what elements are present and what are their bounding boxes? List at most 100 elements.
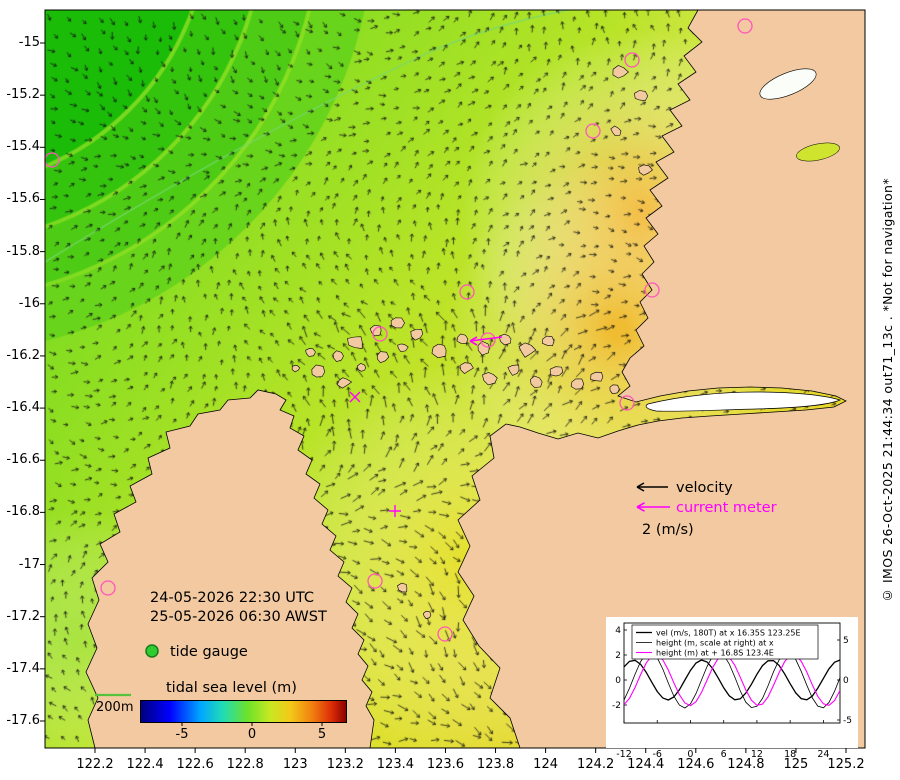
current-meter-circle bbox=[585, 123, 601, 139]
watermark: © IMOS 26-Oct-2025 21:44:34 out71_13c . … bbox=[874, 0, 900, 780]
x-tick-label: 124.8 bbox=[727, 757, 765, 772]
island bbox=[518, 342, 537, 358]
inset-left-tick-label: 2 bbox=[615, 651, 621, 661]
island bbox=[397, 582, 408, 593]
island bbox=[356, 362, 367, 372]
inset-right-tick-label: -5 bbox=[843, 716, 852, 726]
inset-left-tick-label: -2 bbox=[612, 701, 621, 711]
island bbox=[541, 335, 555, 347]
colorbar-tick-label: -5 bbox=[175, 727, 189, 742]
current-meter-circle bbox=[737, 18, 753, 34]
inset-x-tick-label: -6 bbox=[652, 749, 662, 760]
y-tick-label: -16.4 bbox=[6, 400, 40, 416]
x-tick-label: 122.6 bbox=[176, 757, 214, 772]
current-meter-circle bbox=[437, 626, 453, 642]
current-meter-circle bbox=[624, 52, 640, 68]
island bbox=[459, 362, 474, 374]
velocity-legend-arrow bbox=[636, 482, 668, 492]
y-axis-labels: -15 -15.2 -15.4 -15.6 -15.8 -16 -16.2 -16.4 -16.… bbox=[0, 0, 45, 780]
x-tick-label: 125.2 bbox=[827, 757, 865, 772]
x-tick-label: 122.8 bbox=[226, 757, 264, 772]
current-meter-circle bbox=[44, 152, 60, 168]
island bbox=[634, 90, 649, 101]
inset-x-tick-label: 24 bbox=[817, 749, 830, 760]
inset-x-tick-label: 0 bbox=[687, 749, 694, 760]
island bbox=[477, 341, 490, 356]
island bbox=[305, 348, 316, 357]
x-tick-label: 123.8 bbox=[476, 757, 515, 772]
inset-right-tick-label: 5 bbox=[843, 636, 849, 646]
island bbox=[529, 375, 543, 388]
island bbox=[498, 333, 512, 346]
island bbox=[570, 378, 585, 390]
island bbox=[590, 371, 604, 382]
inset-left-tick-label: 4 bbox=[615, 626, 621, 636]
watermark-text: © IMOS 26-Oct-2025 21:44:34 out71_13c . … bbox=[879, 177, 895, 603]
x-tick-label: 122.2 bbox=[76, 757, 114, 772]
y-tick-label: -16.6 bbox=[6, 452, 40, 468]
timestamp-awst: 25-05-2026 06:30 AWST bbox=[150, 609, 327, 625]
colorbar bbox=[140, 700, 347, 723]
colorbar-tick-label: 0 bbox=[247, 727, 257, 742]
inset-timeseries-chart: 4 2 0 -2 5 0 -5 vel (m/s, 180T) at x 16.35S 123… bbox=[606, 617, 858, 748]
x-tick-label: 123.6 bbox=[426, 757, 465, 772]
current-meter-legend-label: current meter bbox=[676, 500, 777, 516]
island bbox=[431, 343, 447, 359]
x-tick-label: 124.4 bbox=[627, 757, 665, 772]
island bbox=[311, 364, 326, 378]
land-dampier-peninsula bbox=[85, 389, 375, 749]
inset-legend-label: height (m) at + 16.8S 123.4E bbox=[656, 648, 774, 657]
inset-x-tick-label: -12 bbox=[616, 749, 632, 760]
tide-gauge-dot bbox=[145, 644, 159, 658]
x-tick-label: 125 bbox=[783, 757, 809, 772]
inset-legend-box bbox=[631, 624, 819, 660]
island bbox=[610, 125, 622, 136]
x-tick-label: 124 bbox=[533, 757, 559, 772]
island bbox=[410, 328, 424, 341]
current-meter-circle bbox=[619, 395, 635, 411]
x-axis-labels: 122.2 122.4 122.6 122.8 123 123.2 123.4 123.6 12… bbox=[0, 757, 900, 777]
island bbox=[609, 384, 620, 395]
x-tick-label: 123.4 bbox=[376, 757, 414, 772]
inset-legend-label: vel (m/s, 180T) at x 16.35S 123.25E bbox=[656, 628, 801, 637]
inset-x-tick-label: 12 bbox=[750, 749, 763, 760]
island bbox=[456, 333, 469, 344]
current-meter-circle bbox=[367, 573, 383, 589]
y-tick-label: -16.8 bbox=[6, 504, 40, 520]
map-border bbox=[44, 9, 866, 749]
island bbox=[549, 366, 564, 377]
y-tick-label: -15.8 bbox=[6, 243, 40, 259]
current-meter-vector-arrow bbox=[469, 336, 503, 346]
tidal-flats-white-inlet bbox=[645, 391, 842, 412]
x-tick-label: 122.4 bbox=[126, 757, 164, 772]
island bbox=[336, 377, 353, 389]
island bbox=[291, 364, 301, 373]
y-tick-label: -17.4 bbox=[6, 660, 40, 676]
legend-arrows bbox=[95, 482, 670, 697]
inset-series-line bbox=[624, 651, 840, 709]
inset-x-axis-labels: -12 -6 0 6 12 18 24 bbox=[606, 749, 858, 761]
colorbar-title: tidal sea level (m) bbox=[166, 680, 297, 696]
inset-right-tick-label: 0 bbox=[843, 676, 849, 686]
y-tick-label: -17 bbox=[18, 556, 40, 572]
islands bbox=[291, 65, 653, 619]
island bbox=[347, 336, 363, 349]
current-meter-legend-arrow bbox=[636, 502, 670, 512]
current-meter-circle bbox=[100, 580, 116, 596]
y-tick-label: -15.2 bbox=[6, 87, 40, 103]
x-tick-label: 124.6 bbox=[677, 757, 715, 772]
plot-frame bbox=[40, 9, 866, 753]
y-tick-label: -15.6 bbox=[6, 191, 40, 207]
inset-x-tick-label: 6 bbox=[720, 749, 727, 760]
land bbox=[85, 9, 866, 749]
current-meter-x-marker bbox=[349, 391, 361, 403]
inset-chart-svg: 4 2 0 -2 5 0 -5 vel (m/s, 180T) at x 16.35S 123… bbox=[612, 622, 852, 726]
x-tick-label: 123.2 bbox=[326, 757, 364, 772]
inset-left-tick-label: 0 bbox=[615, 676, 621, 686]
tide-gauge-label: tide gauge bbox=[170, 644, 248, 660]
instrument-markers bbox=[44, 18, 753, 658]
current-meter-circle bbox=[372, 326, 388, 342]
colorbar-tick-labels: -5 0 5 bbox=[0, 727, 900, 745]
timestamp-utc: 24-05-2026 22:30 UTC bbox=[150, 590, 315, 606]
